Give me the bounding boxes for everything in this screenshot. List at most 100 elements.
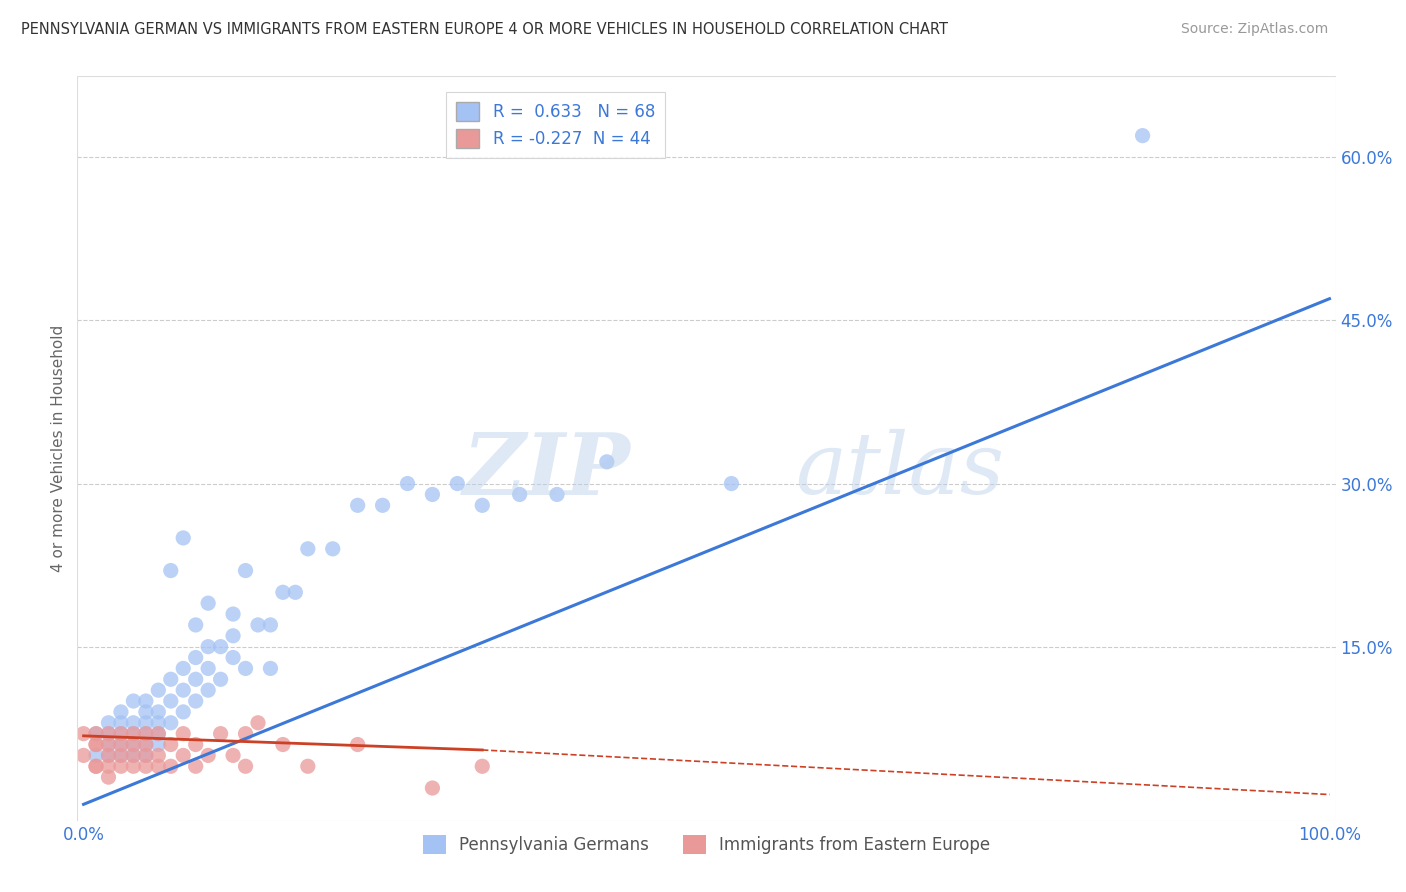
Point [235,661,257,675]
Point [184,650,207,665]
Point [197,640,219,654]
Point [84,738,107,752]
Point [222,629,245,643]
Point [422,487,444,501]
Point [222,748,245,763]
Point [322,541,344,556]
Point [122,726,145,740]
Point [172,661,194,675]
Point [371,498,394,512]
Point [122,715,145,730]
Point [246,618,269,632]
Point [284,585,307,599]
Point [122,738,145,752]
Point [135,738,157,752]
Point [110,759,132,773]
Point [97,738,120,752]
Point [235,726,257,740]
Point [135,694,157,708]
Point [172,683,194,698]
Point [148,738,170,752]
Point [148,726,170,740]
Point [184,618,207,632]
Point [122,726,145,740]
Point [122,748,145,763]
Point [84,738,107,752]
Point [97,715,120,730]
Point [135,726,157,740]
Point [184,738,207,752]
Point [135,748,157,763]
Point [159,564,181,578]
Point [84,726,107,740]
Point [596,455,619,469]
Point [110,738,132,752]
Point [184,694,207,708]
Point [135,715,157,730]
Point [97,748,120,763]
Point [135,705,157,719]
Text: atlas: atlas [794,429,1004,512]
Point [135,738,157,752]
Point [446,476,468,491]
Text: Source: ZipAtlas.com: Source: ZipAtlas.com [1181,22,1329,37]
Point [159,738,181,752]
Point [546,487,568,501]
Point [172,726,194,740]
Point [209,673,232,687]
Point [135,759,157,773]
Point [235,759,257,773]
Point [84,759,107,773]
Text: PENNSYLVANIA GERMAN VS IMMIGRANTS FROM EASTERN EUROPE 4 OR MORE VEHICLES IN HOUS: PENNSYLVANIA GERMAN VS IMMIGRANTS FROM E… [21,22,948,37]
Point [110,715,132,730]
Point [110,738,132,752]
Point [509,487,531,501]
Point [297,541,319,556]
Point [471,498,494,512]
Point [148,705,170,719]
Point [159,694,181,708]
Point [97,726,120,740]
Point [271,738,294,752]
Text: ZIP: ZIP [463,429,631,512]
Point [122,738,145,752]
Point [471,759,494,773]
Point [97,759,120,773]
Y-axis label: 4 or more Vehicles in Household: 4 or more Vehicles in Household [51,325,66,572]
Point [1132,128,1154,143]
Point [148,726,170,740]
Point [209,726,232,740]
Point [222,650,245,665]
Point [297,759,319,773]
Point [110,748,132,763]
Point [110,726,132,740]
Point [184,759,207,773]
Point [110,726,132,740]
Point [159,715,181,730]
Point [197,683,219,698]
Point [110,748,132,763]
Point [110,705,132,719]
Point [271,585,294,599]
Point [184,673,207,687]
Point [84,726,107,740]
Point [396,476,419,491]
Point [72,726,94,740]
Point [720,476,742,491]
Point [172,531,194,545]
Point [346,738,368,752]
Point [259,618,281,632]
Point [148,748,170,763]
Point [97,748,120,763]
Point [148,715,170,730]
Point [197,748,219,763]
Point [148,759,170,773]
Point [122,759,145,773]
Point [97,726,120,740]
Point [135,748,157,763]
Point [235,564,257,578]
Point [84,748,107,763]
Point [197,596,219,610]
Point [346,498,368,512]
Point [122,694,145,708]
